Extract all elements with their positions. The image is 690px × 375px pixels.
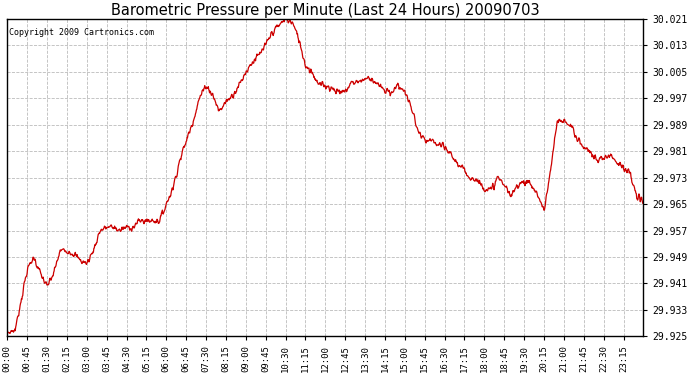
Title: Barometric Pressure per Minute (Last 24 Hours) 20090703: Barometric Pressure per Minute (Last 24 … (111, 3, 540, 18)
Text: Copyright 2009 Cartronics.com: Copyright 2009 Cartronics.com (9, 28, 154, 38)
